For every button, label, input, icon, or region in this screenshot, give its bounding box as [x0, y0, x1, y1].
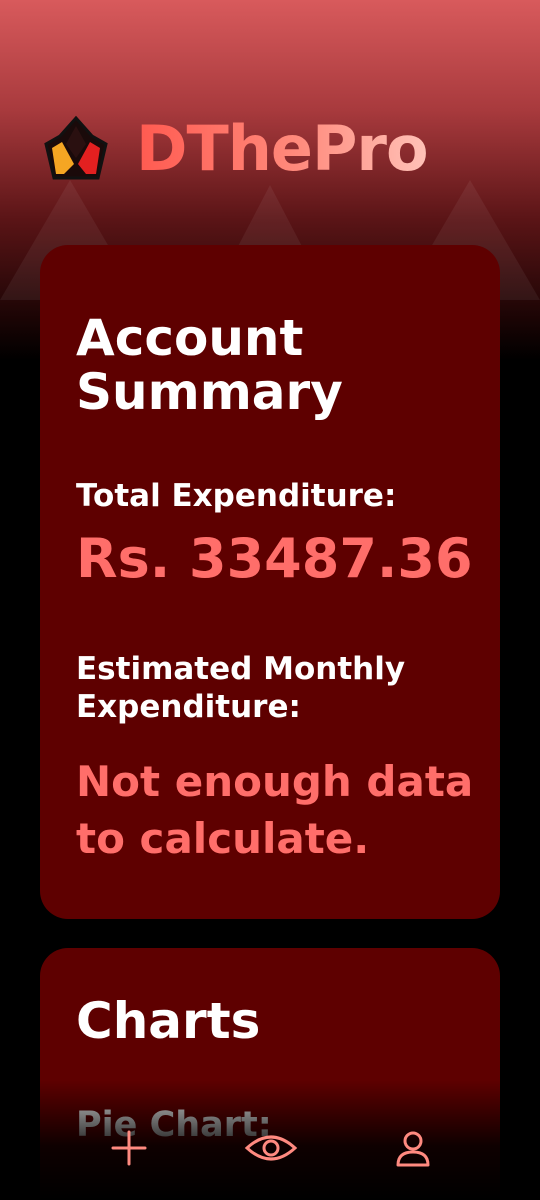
monthly-expenditure-value: Not enough data to calculate.: [76, 757, 474, 863]
user-icon: [396, 1131, 430, 1167]
eye-icon: [244, 1135, 298, 1161]
total-expenditure-label: Total Expenditure:: [76, 478, 397, 514]
bottom-nav: [0, 1118, 540, 1178]
charts-title: Charts: [76, 992, 261, 1050]
add-button[interactable]: [99, 1118, 159, 1178]
crown-logo-icon: [44, 115, 108, 180]
app-header: DThePro: [42, 108, 429, 188]
plus-icon: [111, 1130, 147, 1166]
profile-button[interactable]: [383, 1118, 443, 1178]
account-summary-title: Account Summary: [76, 309, 343, 421]
view-button[interactable]: [241, 1118, 301, 1178]
monthly-expenditure-label: Estimated Monthly Expenditure:: [76, 651, 406, 725]
total-expenditure-value: Rs. 33487.36: [76, 527, 473, 590]
account-summary-card: Account Summary Total Expenditure: Rs. 3…: [40, 245, 500, 919]
brand-name: DThePro: [136, 111, 429, 185]
